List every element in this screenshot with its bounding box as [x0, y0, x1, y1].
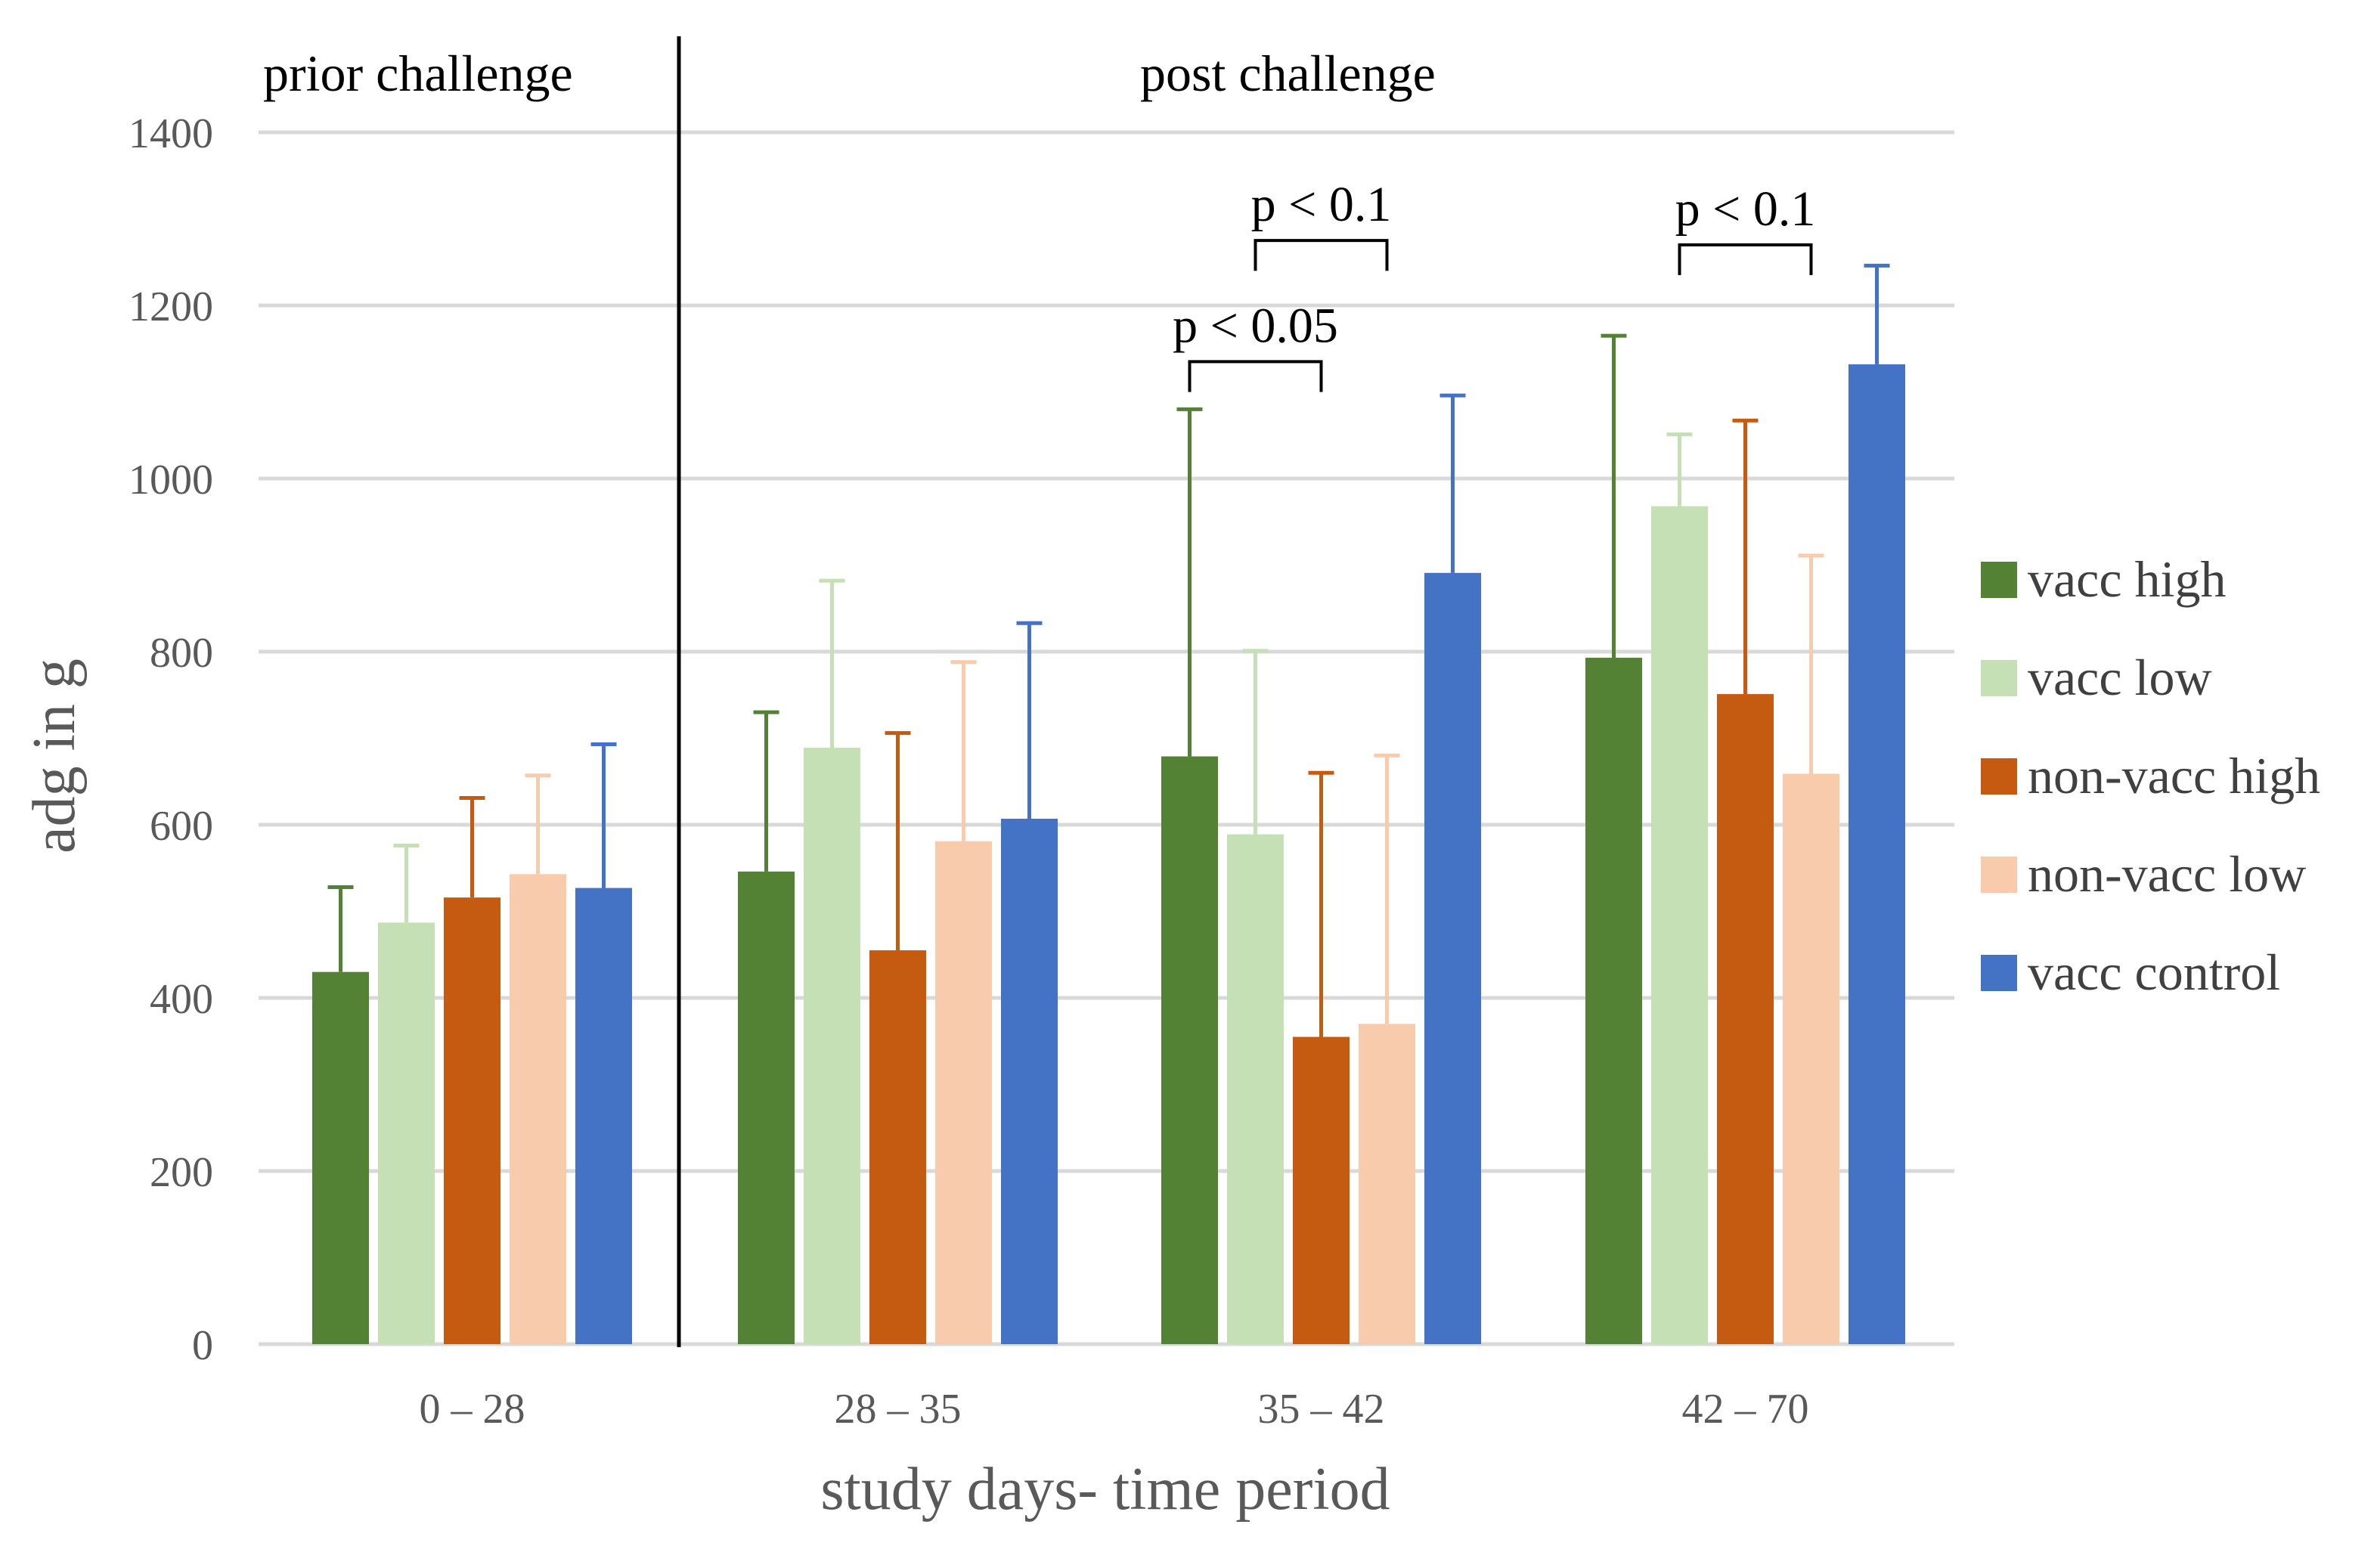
legend-label: vacc high — [2028, 550, 2226, 608]
legend-swatch — [1981, 758, 2017, 795]
section-label-post: post challenge — [1140, 45, 1436, 102]
bar — [869, 950, 926, 1344]
y-tick-label: 400 — [150, 976, 213, 1023]
y-tick-label: 1400 — [129, 110, 213, 157]
bar — [378, 922, 435, 1344]
significance-annotations: p < 0.05 p < 0.1 p < 0.1 — [1173, 177, 1815, 392]
bar — [1849, 364, 1905, 1344]
bar — [1161, 756, 1218, 1344]
error-bars — [327, 263, 1890, 1037]
bar — [1293, 1036, 1350, 1344]
significance-label: p < 0.1 — [1675, 181, 1816, 237]
significance-bracket — [1188, 360, 1323, 392]
x-tick-label: 35 – 42 — [1258, 1386, 1385, 1433]
x-tick-label: 28 – 35 — [835, 1386, 962, 1433]
bar — [1783, 773, 1839, 1344]
legend: vacc high vacc low non-vacc high non-vacc l… — [1981, 550, 2320, 1001]
bar — [1585, 658, 1642, 1344]
x-tick-label: 0 – 28 — [420, 1386, 525, 1433]
legend-swatch — [1981, 660, 2017, 696]
significance-bracket — [1254, 239, 1389, 271]
bar — [1717, 694, 1774, 1344]
y-tick-label: 800 — [150, 630, 213, 677]
y-tick-label: 1200 — [129, 283, 213, 330]
legend-label: non-vacc high — [2028, 747, 2320, 804]
significance-label: p < 0.05 — [1173, 298, 1338, 353]
bar — [738, 871, 795, 1344]
significance-bracket — [1678, 243, 1813, 275]
legend-swatch — [1981, 562, 2017, 598]
bar — [804, 748, 860, 1344]
y-axis-title: adg in g — [21, 658, 88, 854]
legend-swatch — [1981, 857, 2017, 893]
section-label-prior: prior challenge — [263, 45, 573, 102]
bar — [444, 897, 500, 1344]
bar — [510, 874, 566, 1344]
y-tick-labels: 0 200 400 600 800 1000 1200 1400 — [129, 110, 213, 1369]
legend-label: non-vacc low — [2028, 845, 2306, 903]
significance-label: p < 0.1 — [1251, 177, 1392, 232]
legend-label: vacc control — [2028, 943, 2280, 1001]
x-axis-title: study days- time period — [820, 1456, 1390, 1523]
y-tick-label: 200 — [150, 1149, 213, 1196]
y-tick-label: 1000 — [129, 457, 213, 503]
legend-swatch — [1981, 955, 2017, 991]
bar — [935, 841, 992, 1344]
y-tick-label: 600 — [150, 803, 213, 850]
bar — [1359, 1024, 1415, 1344]
x-tick-label: 42 – 70 — [1682, 1386, 1809, 1433]
y-tick-label: 0 — [192, 1322, 213, 1369]
bars — [312, 364, 1905, 1344]
bar — [312, 971, 369, 1344]
bar — [1227, 834, 1284, 1344]
x-tick-labels: 0 – 28 28 – 35 35 – 42 42 – 70 — [420, 1386, 1809, 1433]
bar — [1651, 506, 1708, 1344]
legend-label: vacc low — [2028, 649, 2212, 706]
